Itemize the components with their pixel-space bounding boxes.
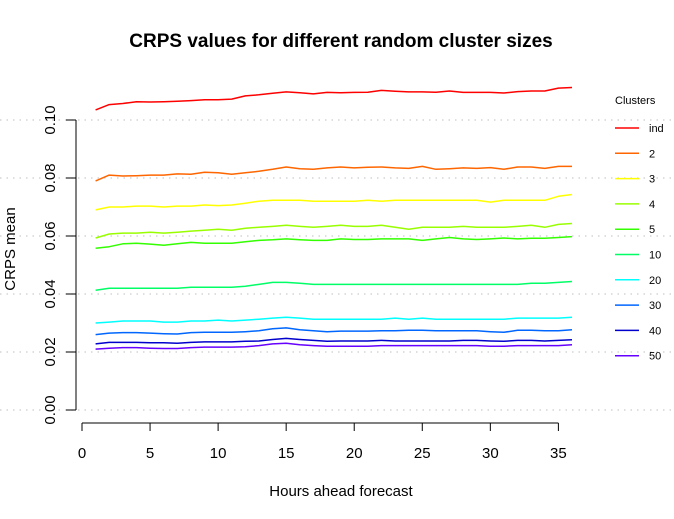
axes: 0.00 0.02 0.04 0.06 0.08 0.10 0 5 10 15 20 25 30 35	[42, 105, 567, 462]
legend-label-2: 2	[649, 148, 655, 160]
legend-label-20: 20	[649, 275, 661, 287]
series-line-4	[95, 222, 573, 239]
series-lines	[95, 86, 573, 350]
series-line-5	[95, 235, 573, 249]
x-tick-label: 5	[146, 445, 154, 462]
series-line-30	[95, 327, 573, 336]
y-axis-label: CRPS mean	[2, 207, 19, 290]
chart-title: CRPS values for different random cluster…	[129, 31, 552, 52]
x-tick-label: 15	[278, 445, 295, 462]
legend-label-10: 10	[649, 250, 661, 262]
legend-label-4: 4	[649, 199, 655, 211]
series-line-2	[95, 165, 572, 182]
y-tick-label: 0.06	[42, 221, 59, 250]
x-tick-label: 25	[414, 445, 431, 462]
x-tick-label: 10	[210, 445, 227, 462]
legend-title: Clusters	[615, 95, 656, 107]
grid-lines	[0, 119, 674, 411]
y-tick-label: 0.10	[42, 105, 59, 134]
series-line-40	[95, 337, 573, 345]
series-line-20	[95, 316, 573, 324]
series-line-50	[95, 342, 573, 350]
series-line-3	[95, 193, 573, 211]
x-tick-label: 30	[482, 445, 499, 462]
series-line-ind	[95, 86, 573, 111]
y-tick-label: 0.00	[42, 395, 59, 424]
y-tick-label: 0.08	[42, 163, 59, 192]
legend-label-30: 30	[649, 300, 661, 312]
legend-label-50: 50	[649, 351, 661, 363]
x-tick-label: 20	[346, 445, 363, 462]
legend-label-40: 40	[649, 325, 661, 337]
x-tick-label: 35	[550, 445, 567, 462]
x-axis-label: Hours ahead forecast	[269, 483, 413, 500]
legend: Clusters ind 2 3 4 5 10 20 30 40 50	[615, 95, 664, 363]
legend-label-ind: ind	[649, 123, 664, 135]
series-line-10	[95, 280, 573, 291]
legend-label-5: 5	[649, 224, 655, 236]
y-tick-label: 0.04	[42, 279, 59, 308]
x-tick-label: 0	[78, 445, 86, 462]
y-tick-label: 0.02	[42, 337, 59, 366]
legend-label-3: 3	[649, 174, 655, 186]
